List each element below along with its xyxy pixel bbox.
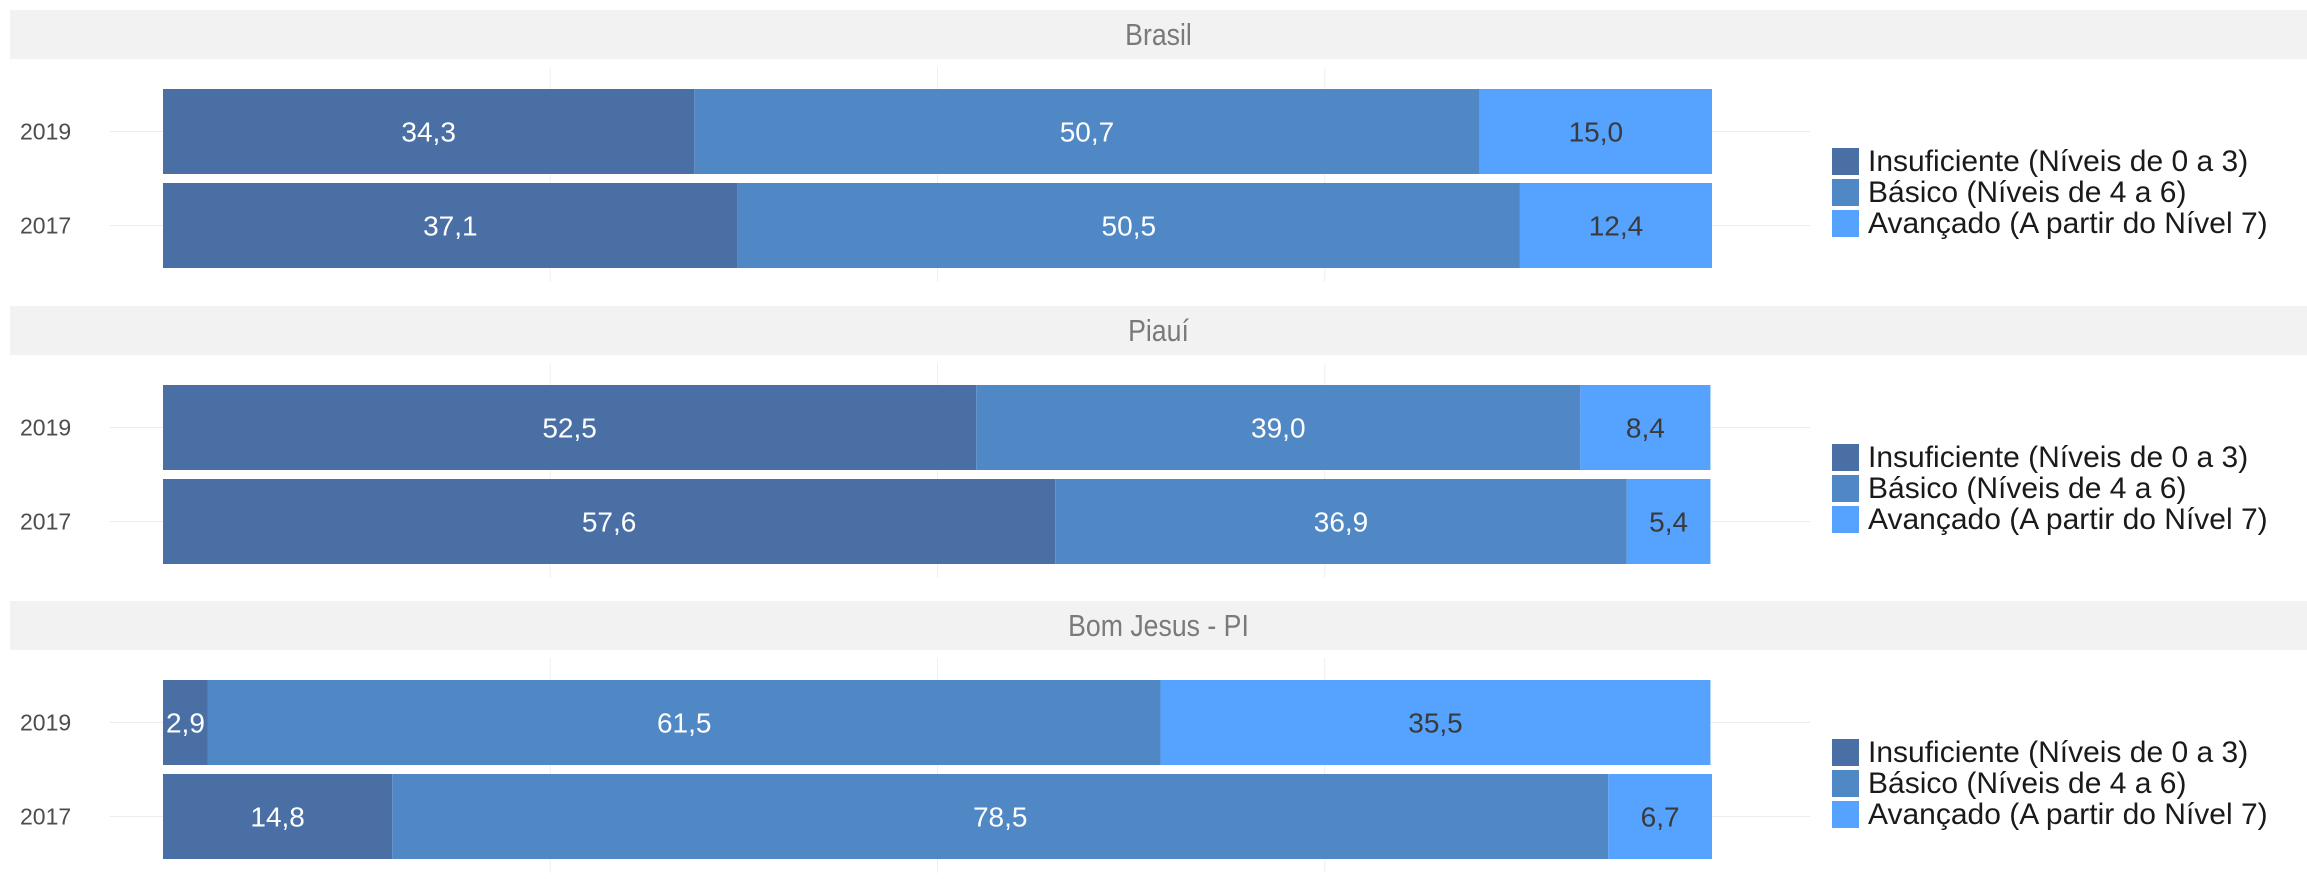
bar-segment-avancado: [1626, 479, 1711, 564]
data-label: 52,5: [542, 413, 597, 444]
legend-label: Básico (Níveis de 4 a 6): [1868, 472, 2187, 505]
data-label: 6,7: [1641, 802, 1680, 833]
data-label: 61,5: [657, 708, 712, 739]
bar-segment-insuficiente: [163, 385, 977, 470]
bar-segment-basico: [737, 183, 1520, 268]
bar-segment-basico: [392, 774, 1609, 859]
bar-segment-basico: [207, 680, 1161, 765]
legend-swatch: [1832, 506, 1859, 533]
legend-swatch: [1832, 148, 1859, 175]
legend-swatch: [1832, 444, 1859, 471]
bar-segment-insuficiente: [163, 774, 393, 859]
plot-area: 2019 2,9 61,5 35,5 2017 14,8 78,5 6,7: [20, 658, 1810, 873]
legend-label: Básico (Níveis de 4 a 6): [1868, 767, 2187, 800]
data-label: 78,5: [973, 802, 1028, 833]
y-tick-label: 2019: [20, 119, 71, 145]
data-label: 34,3: [401, 117, 456, 148]
data-label: 50,7: [1060, 117, 1115, 148]
data-label: 57,6: [582, 507, 637, 538]
data-label: 12,4: [1589, 211, 1644, 242]
bar-segment-basico: [976, 385, 1581, 470]
facet-title: Piauí: [1128, 313, 1189, 348]
bar-segment-avancado: [1519, 183, 1712, 268]
y-tick-label: 2019: [20, 710, 71, 736]
legend-label: Insuficiente (Níveis de 0 a 3): [1868, 736, 2249, 769]
bar-segment-insuficiente: [163, 479, 1056, 564]
bar-segment-basico: [694, 89, 1480, 174]
data-label: 39,0: [1251, 413, 1306, 444]
legend-swatch: [1832, 739, 1859, 766]
legend-label: Insuficiente (Níveis de 0 a 3): [1868, 441, 2249, 474]
data-label: 50,5: [1102, 211, 1157, 242]
y-tick-label: 2017: [20, 213, 71, 239]
data-label: 14,8: [250, 802, 305, 833]
bar-segment-basico: [1055, 479, 1627, 564]
legend-label: Insuficiente (Níveis de 0 a 3): [1868, 145, 2249, 178]
legend-swatch: [1832, 770, 1859, 797]
facet-title: Brasil: [1125, 17, 1192, 52]
legend-swatch: [1832, 210, 1859, 237]
data-label: 15,0: [1569, 117, 1624, 148]
y-tick-label: 2017: [20, 804, 71, 830]
bar-segment-avancado: [1160, 680, 1711, 765]
data-label: 37,1: [423, 211, 478, 242]
data-label: 2,9: [166, 708, 205, 739]
data-label: 35,5: [1408, 708, 1463, 739]
legend-swatch: [1832, 801, 1859, 828]
facet-strip: Bom Jesus - PI: [10, 601, 2307, 650]
facet-strip: Piauí: [10, 306, 2307, 355]
legend-label: Avançado (A partir do Nível 7): [1868, 503, 2268, 536]
plot-area: 2019 34,3 50,7 15,0 2017 37,1 50,5 12,4: [20, 67, 1810, 282]
legend-label: Avançado (A partir do Nível 7): [1868, 207, 2268, 240]
y-tick-label: 2017: [20, 509, 71, 535]
facet-title: Bom Jesus - PI: [1068, 608, 1249, 643]
bar-segment-insuficiente: [163, 183, 738, 268]
bar-segment-avancado: [1479, 89, 1712, 174]
facet-strip: Brasil: [10, 10, 2307, 59]
plot-area: 2019 52,5 39,0 8,4 2017 57,6 36,9 5,4: [20, 363, 1810, 578]
legend-swatch: [1832, 475, 1859, 502]
y-tick-label: 2019: [20, 415, 71, 441]
data-label: 8,4: [1626, 413, 1665, 444]
bar-segment-avancado: [1608, 774, 1712, 859]
bar-segment-insuficiente: [163, 89, 695, 174]
data-label: 36,9: [1314, 507, 1369, 538]
bar-segment-avancado: [1580, 385, 1711, 470]
bar-segment-insuficiente: [163, 680, 208, 765]
legend-label: Avançado (A partir do Nível 7): [1868, 798, 2268, 831]
legend-label: Básico (Níveis de 4 a 6): [1868, 176, 2187, 209]
data-label: 5,4: [1649, 507, 1688, 538]
legend-swatch: [1832, 179, 1859, 206]
